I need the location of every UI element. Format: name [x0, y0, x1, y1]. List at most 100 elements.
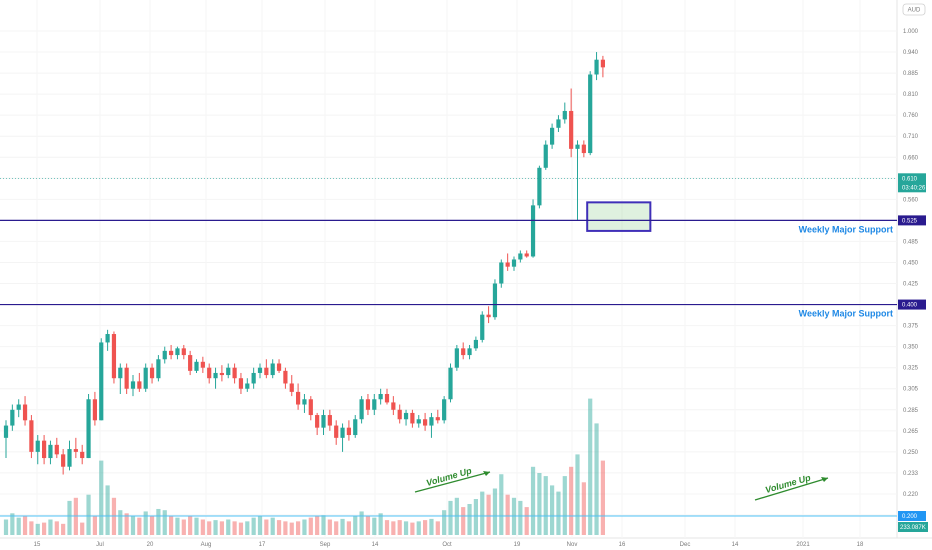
time-tick-label: 15	[34, 542, 41, 548]
candle-body	[391, 402, 396, 410]
candle-body	[467, 348, 472, 356]
volume-bar	[130, 516, 136, 535]
volume-bar	[321, 515, 326, 535]
time-tick-label: Jul	[96, 542, 104, 548]
time-tick-label: Dec	[680, 542, 691, 548]
candle-body	[302, 399, 307, 405]
candle-body	[86, 399, 91, 459]
candle-body	[372, 399, 377, 410]
volume-bar	[340, 518, 345, 535]
volume-bar	[276, 520, 282, 535]
price-tick-label: 0.250	[903, 450, 919, 456]
candle-body	[423, 419, 428, 426]
time-tick-label: 14	[732, 542, 739, 548]
consolidation-box[interactable]	[586, 201, 652, 232]
candle-body	[486, 314, 491, 318]
volume-bar	[289, 522, 294, 535]
volume-bar	[257, 516, 263, 535]
volume-bar	[334, 521, 339, 535]
volume-bar	[359, 511, 364, 535]
level-tag-bg	[898, 299, 926, 310]
volume-bar	[581, 482, 586, 535]
volume-up-arrowhead	[483, 471, 490, 476]
volume-bar	[149, 516, 155, 535]
candle-body	[156, 359, 161, 379]
time-tick-label: 2021	[796, 542, 810, 548]
volume-bar	[67, 500, 72, 535]
volume-bar	[423, 520, 428, 535]
price-tick-label: 0.425	[903, 282, 919, 288]
candle-body	[276, 363, 282, 371]
volume-bar	[10, 513, 15, 535]
candles	[3, 52, 605, 475]
candle-body	[213, 372, 218, 379]
price-axis-tags: 0.525 0.400 0.200 233.087K 0.610 03:40:26	[898, 173, 928, 532]
candle-body	[550, 127, 555, 145]
volume-bar	[492, 488, 498, 535]
candle-body	[524, 253, 529, 257]
candle-body	[308, 399, 313, 416]
currency-badge[interactable]: AUD	[902, 3, 926, 16]
volume-bar	[194, 517, 199, 535]
volume-bar	[162, 510, 167, 535]
candle-body	[435, 417, 440, 421]
support-levels[interactable]: Weekly Major Support Weekly Major Support	[0, 177, 897, 517]
candle-body	[42, 440, 47, 459]
price-tick-label: 0.885	[903, 71, 919, 77]
candle-body	[232, 367, 237, 379]
volume-bar	[232, 521, 237, 535]
support-label: Weekly Major Support	[799, 224, 893, 234]
volume-bar	[524, 507, 529, 535]
volume-bar	[473, 499, 478, 535]
time-tick-label: 19	[514, 542, 521, 548]
candle-body	[530, 205, 536, 257]
candle-body	[61, 454, 66, 467]
candle-body	[492, 283, 498, 318]
candle-body	[238, 378, 244, 389]
volume-bar	[461, 507, 466, 535]
candle-body	[143, 367, 148, 389]
baseline-tag-bg	[898, 511, 926, 521]
volume-bar	[200, 519, 205, 535]
volume-bar	[442, 510, 447, 535]
candle-body	[321, 415, 326, 428]
candle-body	[340, 427, 345, 438]
candle-body	[511, 259, 517, 267]
candle-body	[384, 394, 390, 403]
volume-bar	[372, 517, 377, 535]
level-tag-text: 0.525	[902, 218, 918, 224]
price-tick-label: 0.485	[903, 239, 919, 245]
candle-body	[264, 367, 269, 376]
volume-bar	[188, 516, 193, 535]
level-tag-text: 0.400	[902, 303, 918, 309]
current-price-tag-bg	[898, 173, 926, 193]
candle-body	[505, 262, 510, 267]
candle-body	[175, 348, 180, 356]
candle-body	[99, 342, 104, 421]
price-tick-label: 0.325	[903, 366, 919, 372]
candle-body	[54, 444, 59, 455]
candle-body	[461, 348, 466, 356]
support-label: Weekly Major Support	[799, 309, 893, 319]
candle-body	[111, 334, 117, 379]
volume-bar	[42, 522, 47, 535]
time-tick-label: Nov	[567, 542, 578, 548]
volume-bar	[105, 485, 110, 535]
candle-body	[22, 404, 28, 421]
volume-bar	[226, 519, 231, 535]
candle-body	[600, 59, 605, 68]
price-grid	[0, 30, 897, 516]
volume-bar	[397, 520, 402, 535]
volume-bar	[308, 517, 313, 535]
volume-bar	[518, 500, 523, 535]
volume-bar	[600, 460, 605, 535]
candle-body	[429, 417, 434, 426]
volume-bar	[346, 521, 351, 535]
price-tick-label: 0.810	[903, 92, 919, 98]
volume-bar	[499, 474, 504, 535]
candle-body	[359, 399, 364, 420]
candle-body	[518, 253, 523, 260]
time-tick-label: 16	[619, 542, 626, 548]
volume-bar	[569, 466, 574, 535]
